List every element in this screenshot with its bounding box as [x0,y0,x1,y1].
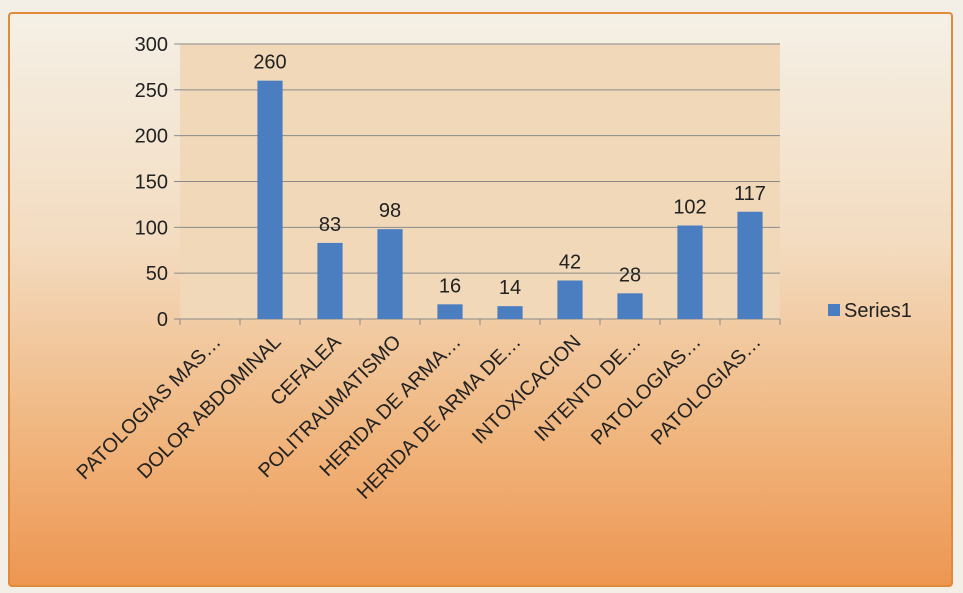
data-label: 83 [319,214,341,236]
bar [557,280,583,319]
chart-frame: 0 50 100 150 200 250 300 260 83 98 16 14 42 28 102 117… [8,12,953,587]
y-tick-label: 100 [135,217,168,239]
bar [437,304,463,319]
data-label: 117 [734,183,766,205]
bar [377,229,403,319]
category-label: INTENTO DE… [530,331,645,446]
bar [617,293,643,319]
category-label: PATOLOGIAS… [647,331,766,450]
category-label: INTOXICACION [468,331,585,448]
legend-label: Series1 [844,300,912,322]
bar-chart: 0 50 100 150 200 250 300 260 83 98 16 14 42 28 102 117… [72,34,912,504]
data-label: 98 [379,200,401,222]
bar [497,306,523,319]
y-tick-label: 300 [135,34,168,56]
category-labels: PATOLOGIAS MAS…DOLOR ABDOMINALCEFALEAPOL… [72,331,765,504]
bar [737,211,763,319]
data-label: 28 [619,264,641,286]
data-label: 260 [253,52,286,74]
category-label: PATOLOGIAS… [587,331,706,450]
data-label: 42 [559,252,581,274]
y-tick-label: 0 [157,309,168,331]
data-label: 102 [673,197,706,219]
legend: Series1 [828,300,912,322]
data-labels: 260 83 98 16 14 42 28 102 117 [253,52,766,299]
bar [677,225,703,319]
data-label: 16 [439,275,461,297]
bar [257,80,283,320]
x-axis-ticks [179,319,781,325]
y-axis-ticks: 0 50 100 150 200 250 300 [135,34,180,331]
y-tick-label: 50 [146,263,168,285]
data-label: 14 [499,277,521,299]
y-tick-label: 150 [135,172,168,194]
legend-swatch [828,304,840,316]
y-tick-label: 200 [135,126,168,148]
bars [257,80,763,320]
bar [317,242,343,319]
y-tick-label: 250 [135,80,168,102]
